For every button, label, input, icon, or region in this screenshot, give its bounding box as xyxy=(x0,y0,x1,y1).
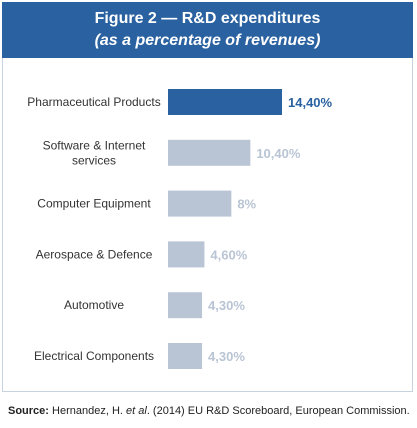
source-text-after: . (2014) EU R&D Scoreboard, European Com… xyxy=(146,405,410,417)
bar xyxy=(168,139,251,166)
source-label: Source: xyxy=(8,405,49,417)
source-text-italic: et al xyxy=(126,405,147,417)
category-label: Electrical Components xyxy=(34,349,154,363)
bar-chart: Pharmaceutical Products 14,40% Software & … xyxy=(27,89,333,369)
category-label: Software & Internet services xyxy=(43,138,146,167)
value-label: 4,60% xyxy=(210,247,247,262)
category-label: Pharmaceutical Products xyxy=(27,95,160,109)
category-label-line: Computer Equipment xyxy=(37,197,151,211)
value-label: 10,40% xyxy=(256,146,301,161)
category-label-line: Automotive xyxy=(64,298,124,312)
source-text-before: Hernandez, H. xyxy=(48,405,127,417)
bar xyxy=(168,343,203,369)
category-label-line: Software & Internet xyxy=(43,138,146,152)
source-note: Source: Hernandez, H. et al. (2014) EU R… xyxy=(8,405,410,417)
figure-title: Figure 2 — R&D expenditures xyxy=(94,10,321,27)
bar xyxy=(168,89,282,115)
category-label-line: Pharmaceutical Products xyxy=(27,95,160,109)
category-label: Computer Equipment xyxy=(37,197,151,211)
figure-subtitle: (as a percentage of revenues) xyxy=(94,32,321,49)
figure-header: Figure 2 — R&D expenditures (as a percen… xyxy=(2,2,413,58)
bar xyxy=(168,241,205,268)
bar xyxy=(168,190,232,217)
category-label: Automotive xyxy=(64,298,124,312)
value-label: 8% xyxy=(237,197,256,212)
category-label-line: Aerospace & Defence xyxy=(36,247,153,261)
value-label: 14,40% xyxy=(288,95,333,110)
category-label-line: Electrical Components xyxy=(34,349,154,363)
bar xyxy=(168,292,203,319)
category-label-line: services xyxy=(72,153,116,167)
value-label: 4,30% xyxy=(208,349,245,364)
value-label: 4,30% xyxy=(208,298,245,313)
category-label: Aerospace & Defence xyxy=(36,247,153,261)
